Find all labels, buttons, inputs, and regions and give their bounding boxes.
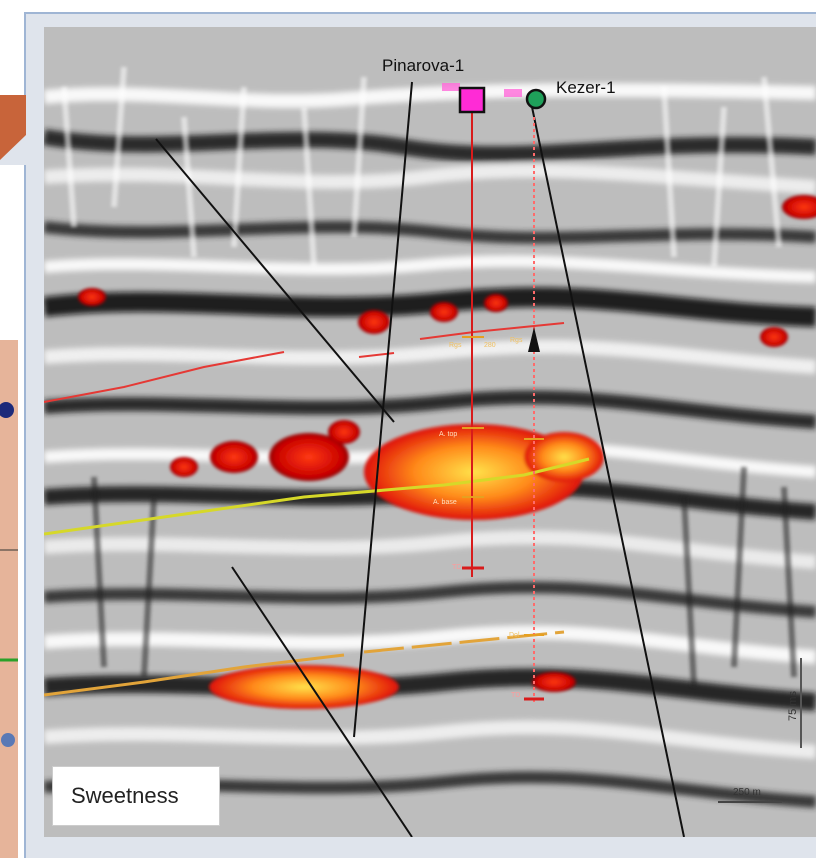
attribute-label-box: Sweetness [52, 766, 220, 826]
td-tag-kezer: TD [511, 692, 521, 699]
left-panel-peek-top [0, 95, 30, 165]
kezer-1-well-marker-icon[interactable] [524, 87, 548, 111]
pinarova-1-well-marker-icon[interactable] [458, 86, 486, 114]
horizon-tag-top-pinarova: Rgs [449, 342, 462, 349]
depth-tag-top-pinarova: 280 [484, 342, 496, 349]
distance-scale-label: 250 m [733, 787, 761, 798]
time-scale-label: 75 ms [786, 691, 799, 721]
time-scale-bar [800, 658, 802, 748]
attribute-label: Sweetness [71, 783, 179, 808]
seismic-section [44, 27, 816, 837]
left-panel-peek [0, 340, 18, 858]
horizon-tag-atop: A. top [439, 431, 458, 438]
horizon-tag-top-kezer: Rgs [510, 337, 523, 344]
td-tag-pinarova: TD [452, 564, 462, 571]
well-label-pinarova-1: Pinarova-1 [382, 56, 465, 75]
well-label-kezer-1: Kezer-1 [556, 78, 616, 97]
distance-scale-bar [718, 801, 782, 803]
horizon-tag-abase: A. base [433, 499, 457, 506]
horizon-tag-dol: Dol [509, 632, 520, 639]
